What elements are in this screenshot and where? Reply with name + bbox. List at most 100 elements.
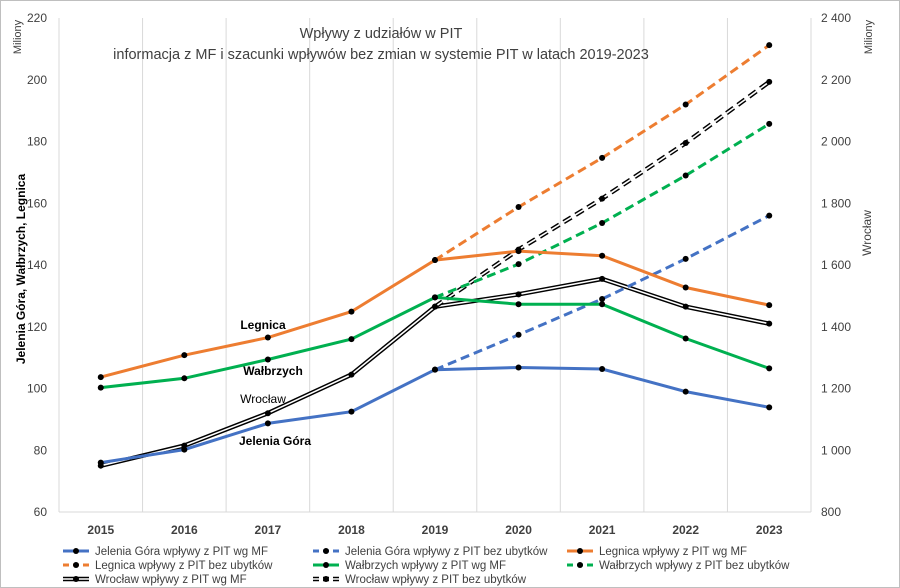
left-axis-tick-label: 220	[27, 11, 47, 25]
legend-label: Wrocław wpływy z PIT wg MF	[95, 574, 247, 586]
series-line	[100, 249, 770, 379]
legend-marker	[323, 562, 329, 568]
legend-item: Wrocław wpływy z PIT wg MF	[63, 574, 247, 586]
x-axis-tick-label: 2021	[589, 523, 616, 537]
data-point	[766, 78, 773, 85]
data-point	[515, 291, 522, 298]
data-point	[348, 408, 355, 415]
right-axis-tick-label: 800	[821, 505, 841, 519]
data-point	[599, 295, 606, 302]
x-axis-tick-label: 2023	[756, 523, 783, 537]
legend-marker	[73, 576, 79, 582]
legend-item: Legnica wpływy z PIT wg MF	[567, 546, 747, 558]
data-point	[348, 371, 355, 378]
series-line-inner	[434, 81, 770, 308]
series-7	[432, 78, 773, 310]
right-axis-tick-label: 1 600	[821, 258, 851, 272]
series-layer	[97, 42, 773, 469]
data-point	[766, 302, 773, 309]
legend-marker	[73, 562, 79, 568]
series-0	[97, 364, 773, 466]
data-point	[682, 303, 689, 310]
text-layer: Wpływy z udziałów w PIT informacja z MF …	[12, 19, 875, 448]
legend-item: Wrocław wpływy z PIT bez ubytków	[313, 574, 527, 586]
data-point	[515, 331, 522, 338]
legend-label: Legnica wpływy z PIT bez ubytków	[95, 560, 273, 572]
data-point	[766, 320, 773, 327]
data-point	[599, 195, 606, 202]
right-axis-unit: Miliony	[863, 19, 875, 54]
left-axis-title: Jelenia Góra, Wałbrzych, Legnica	[14, 174, 28, 365]
right-axis-title: Wrocław	[860, 210, 874, 256]
legend-label: Legnica wpływy z PIT wg MF	[599, 546, 747, 558]
right-axis-tick-label: 1 800	[821, 196, 851, 210]
legend-marker	[577, 548, 583, 554]
data-point	[181, 352, 188, 359]
right-axis-tick-label: 1 200	[821, 382, 851, 396]
x-axis-tick-label: 2018	[338, 523, 365, 537]
series-2	[97, 248, 773, 381]
data-point	[766, 120, 773, 127]
right-axis-tick-label: 2 000	[821, 135, 851, 149]
left-axis-unit: Miliony	[12, 19, 24, 54]
legend-marker	[73, 548, 79, 554]
data-point	[432, 257, 438, 264]
data-point	[682, 140, 689, 147]
legend-item: Wałbrzych wpływy z PIT bez ubytków	[567, 560, 790, 572]
data-point	[682, 101, 689, 108]
x-axis-tick-label: 2016	[171, 523, 198, 537]
annotation-wroclaw: Wrocław	[240, 392, 286, 406]
data-point	[348, 308, 355, 315]
data-point	[515, 301, 522, 308]
legend-label: Wrocław wpływy z PIT bez ubytków	[345, 574, 527, 586]
axis-layer: 60 80 100 120 140 160 180 200 220 800 1 000 1 200 1 …	[27, 11, 851, 537]
data-point	[181, 375, 188, 382]
data-point	[599, 220, 606, 227]
data-point	[515, 203, 522, 210]
data-point	[348, 336, 355, 343]
legend-label: Jelenia Góra wpływy z PIT bez ubytków	[345, 546, 548, 558]
series-line	[434, 43, 771, 262]
data-point	[181, 446, 188, 453]
data-point	[682, 172, 689, 179]
data-point	[599, 366, 606, 373]
left-axis-tick-label: 100	[27, 382, 47, 396]
x-axis-tick-label: 2019	[422, 523, 449, 537]
left-axis-tick-label: 120	[27, 320, 47, 334]
legend-label: Wałbrzych wpływy z PIT bez ubytków	[599, 560, 790, 572]
right-axis-tick-label: 2 200	[821, 73, 851, 87]
data-point	[766, 42, 773, 49]
data-point	[766, 212, 773, 219]
series-1	[432, 212, 773, 373]
data-point	[264, 334, 271, 341]
legend-marker	[577, 562, 583, 568]
data-point	[515, 364, 522, 371]
legend-item: Jelenia Góra wpływy z PIT bez ubytków	[313, 546, 548, 558]
left-axis-tick-label: 80	[34, 443, 48, 457]
x-axis-tick-label: 2022	[672, 523, 699, 537]
data-point	[264, 420, 271, 427]
data-point	[515, 261, 522, 268]
data-point	[432, 303, 438, 310]
data-point	[682, 255, 689, 262]
data-point	[515, 248, 522, 255]
series-line	[434, 214, 770, 372]
data-point	[264, 356, 271, 363]
chart-title-line-2: informacja z MF i szacunki wpływów bez z…	[113, 47, 649, 63]
data-point	[97, 459, 104, 466]
grid-layer	[58, 18, 812, 513]
right-axis-tick-label: 1 400	[821, 320, 851, 334]
data-point	[97, 374, 104, 381]
data-point	[599, 275, 606, 282]
annotation-walbrzych: Wałbrzych	[243, 364, 303, 378]
legend-item: Wałbrzych wpływy z PIT wg MF	[313, 560, 506, 572]
data-point	[599, 154, 606, 161]
legend-label: Jelenia Góra wpływy z PIT wg MF	[95, 546, 268, 558]
series-line	[100, 365, 770, 465]
left-axis-tick-label: 160	[27, 196, 47, 210]
legend-layer: Jelenia Góra wpływy z PIT wg MF Jelenia G…	[63, 546, 790, 586]
data-point	[766, 404, 773, 411]
legend-item: Legnica wpływy z PIT bez ubytków	[63, 560, 273, 572]
